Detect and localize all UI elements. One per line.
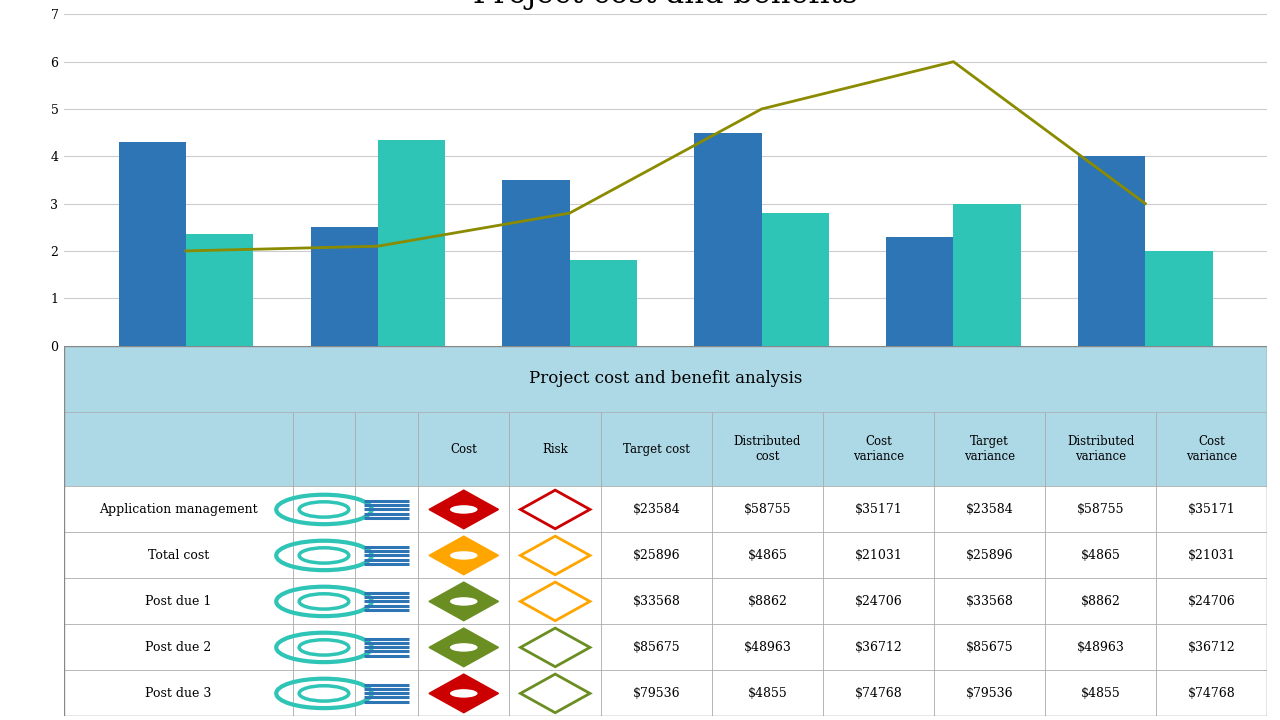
Text: $74768: $74768	[855, 687, 902, 700]
Polygon shape	[429, 490, 498, 528]
Bar	[954, 204, 1020, 346]
Bar	[64, 346, 1267, 413]
Polygon shape	[429, 536, 498, 575]
Text: $85675: $85675	[966, 641, 1014, 654]
Text: $85675: $85675	[632, 641, 680, 654]
Text: $21031: $21031	[1188, 549, 1235, 562]
Text: $23584: $23584	[632, 503, 681, 516]
Text: Post due 1: Post due 1	[145, 595, 211, 608]
Text: $4865: $4865	[748, 549, 787, 562]
Bar	[119, 142, 186, 346]
Text: Distributed
cost: Distributed cost	[733, 436, 801, 464]
Text: $58755: $58755	[1076, 503, 1124, 516]
Text: $4855: $4855	[1080, 687, 1120, 700]
Text: $24706: $24706	[855, 595, 902, 608]
Text: Cost: Cost	[451, 443, 477, 456]
Polygon shape	[521, 490, 590, 528]
Text: $74768: $74768	[1188, 687, 1235, 700]
Legend: Distributed cost, Planned cost, Target cost: Distributed cost, Planned cost, Target c…	[484, 422, 847, 445]
Polygon shape	[429, 674, 498, 713]
Text: $8862: $8862	[748, 595, 787, 608]
Text: $48963: $48963	[1076, 641, 1125, 654]
Text: Application management: Application management	[99, 503, 257, 516]
Text: $4865: $4865	[1080, 549, 1120, 562]
Polygon shape	[429, 582, 498, 621]
Bar	[64, 670, 1267, 716]
Text: $23584: $23584	[965, 503, 1014, 516]
Bar	[1146, 251, 1212, 346]
Text: $35171: $35171	[1188, 503, 1235, 516]
Circle shape	[451, 552, 477, 559]
Circle shape	[451, 643, 477, 652]
Text: $48963: $48963	[744, 641, 791, 654]
Bar	[311, 228, 378, 346]
Bar	[762, 213, 828, 346]
Text: $36712: $36712	[1188, 641, 1235, 654]
Text: $25896: $25896	[966, 549, 1014, 562]
Bar	[378, 140, 445, 346]
Bar	[64, 578, 1267, 624]
Bar	[186, 235, 253, 346]
Circle shape	[451, 689, 477, 698]
Polygon shape	[521, 674, 590, 713]
Circle shape	[451, 505, 477, 513]
Circle shape	[451, 597, 477, 606]
Text: $4855: $4855	[748, 687, 787, 700]
Text: $35171: $35171	[855, 503, 902, 516]
Text: $33568: $33568	[632, 595, 681, 608]
Text: Distributed
variance: Distributed variance	[1068, 436, 1134, 464]
Text: Cost
variance: Cost variance	[852, 436, 904, 464]
Text: $79536: $79536	[632, 687, 680, 700]
Bar	[64, 533, 1267, 578]
Bar	[1078, 156, 1146, 346]
Bar	[570, 261, 637, 346]
Bar	[503, 180, 570, 346]
Text: $25896: $25896	[632, 549, 680, 562]
Text: $21031: $21031	[855, 549, 902, 562]
Text: Risk: Risk	[543, 443, 568, 456]
Bar	[64, 413, 1267, 487]
Title: Project cost and benefits: Project cost and benefits	[474, 0, 858, 10]
Text: Target cost: Target cost	[623, 443, 690, 456]
Text: $8862: $8862	[1080, 595, 1120, 608]
Bar	[64, 624, 1267, 670]
Bar	[64, 487, 1267, 533]
Text: Project cost and benefit analysis: Project cost and benefit analysis	[529, 370, 803, 387]
Text: Total cost: Total cost	[147, 549, 209, 562]
Text: Post due 3: Post due 3	[145, 687, 211, 700]
Text: $79536: $79536	[966, 687, 1014, 700]
Text: $33568: $33568	[965, 595, 1014, 608]
Bar	[694, 132, 762, 346]
Text: $36712: $36712	[855, 641, 902, 654]
Text: $58755: $58755	[744, 503, 791, 516]
Text: Post due 2: Post due 2	[145, 641, 211, 654]
Text: Cost
variance: Cost variance	[1187, 436, 1238, 464]
Text: $24706: $24706	[1188, 595, 1235, 608]
Bar	[886, 237, 954, 346]
Polygon shape	[521, 536, 590, 575]
Polygon shape	[521, 582, 590, 621]
Polygon shape	[429, 628, 498, 667]
Polygon shape	[521, 628, 590, 667]
Text: Target
variance: Target variance	[964, 436, 1015, 464]
